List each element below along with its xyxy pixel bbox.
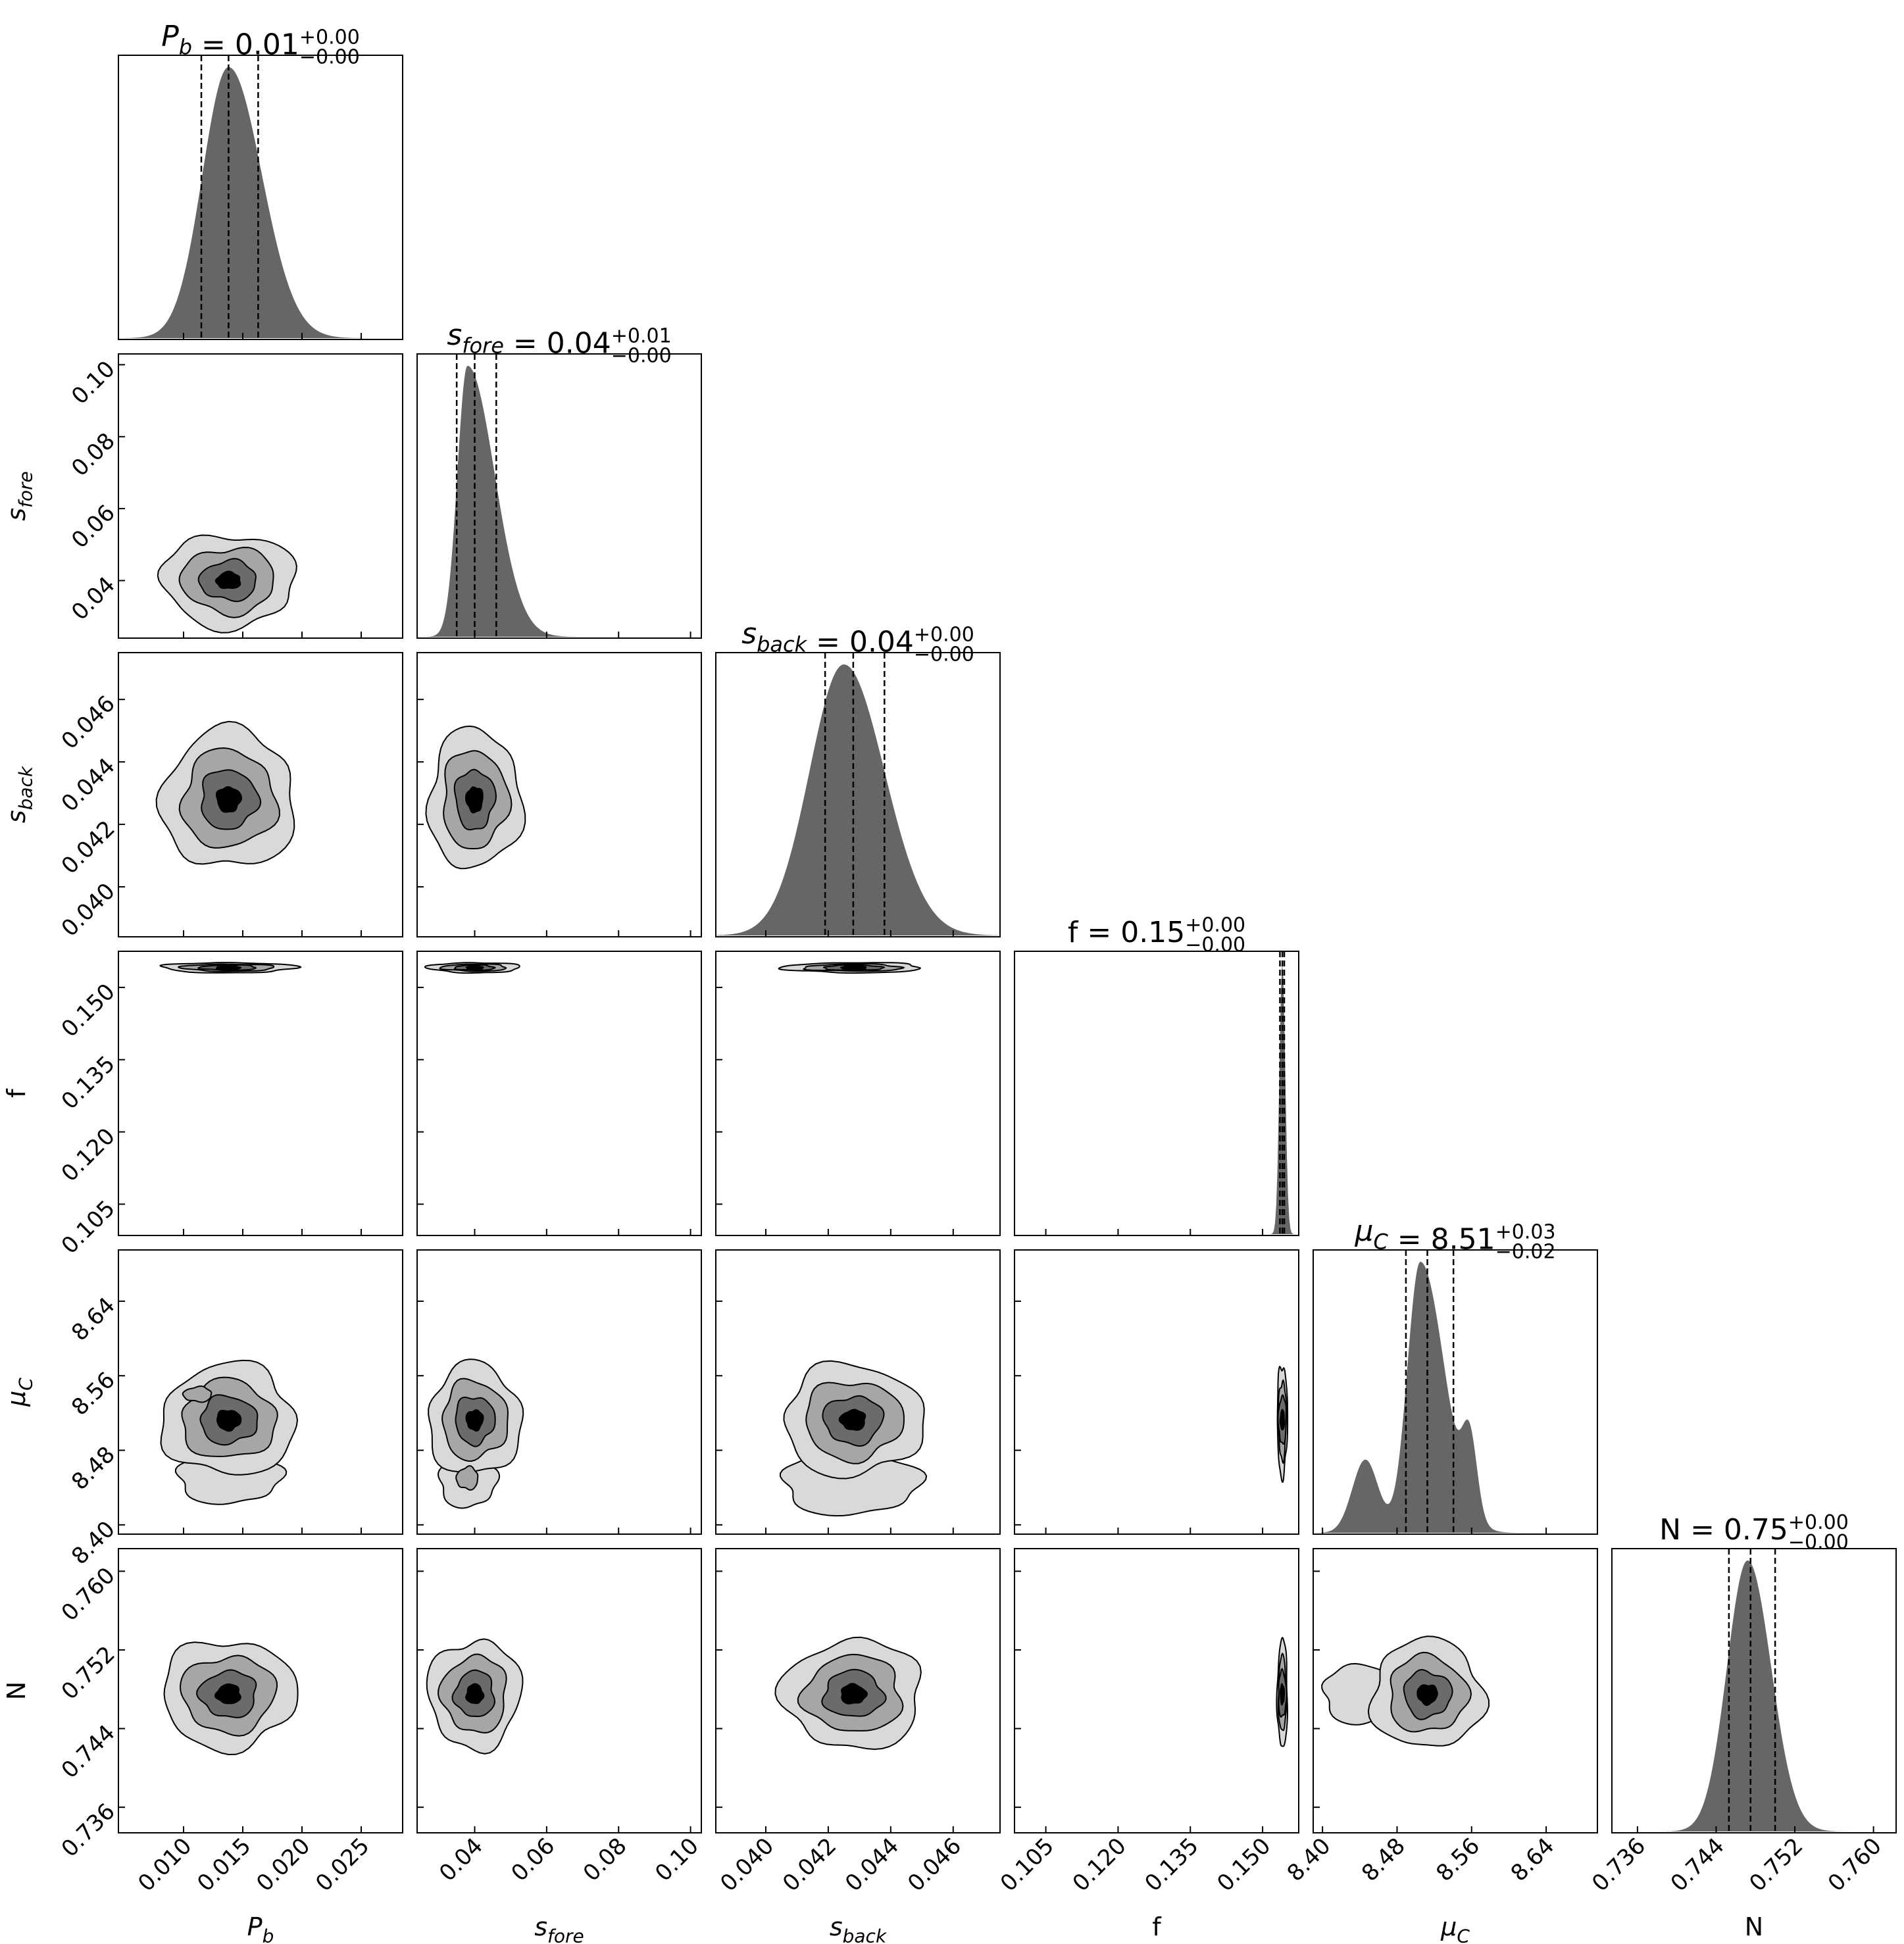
histogram-fill — [118, 67, 403, 338]
contour-muC-vs-Pb — [118, 1249, 403, 1535]
contour-level — [839, 964, 867, 970]
contour-stack — [155, 720, 295, 865]
contour-level — [214, 1683, 241, 1705]
histogram-fill — [417, 366, 701, 637]
contour-level — [182, 1385, 213, 1403]
panel-frame — [1014, 951, 1299, 1236]
contour-level — [215, 964, 242, 970]
contour-muC-vs-sfore — [416, 1249, 702, 1535]
contour-muC-vs-sback — [715, 1249, 1001, 1535]
contour-f-vs-sback — [715, 951, 1001, 1236]
panel-frame — [118, 1548, 403, 1833]
contour-stack — [1276, 1636, 1289, 1747]
histogram-N: N = 0.75+0.00 −0.00 — [1611, 1511, 1897, 1833]
panel-frame — [715, 652, 1001, 937]
panel-frame — [1014, 1249, 1299, 1535]
panel-frame — [416, 652, 702, 937]
contour-level — [465, 1409, 484, 1432]
contour-f-vs-sfore — [416, 951, 702, 1236]
contour-level — [214, 570, 241, 589]
contour-stack — [1276, 1365, 1289, 1483]
x-axis-label-N: N — [1745, 1912, 1763, 1941]
panel-frame — [118, 55, 403, 340]
contour-stack — [426, 1638, 524, 1755]
title-Pb: Pb = 0.01+0.00 −0.00 — [161, 20, 360, 68]
title-sfore: sfore = 0.04+0.01 −0.00 — [447, 318, 671, 367]
contour-level — [838, 1408, 866, 1431]
panel-frame — [416, 1548, 702, 1833]
title-f: f = 0.15+0.00 −0.00 — [1068, 914, 1245, 957]
panel-frame — [1313, 1249, 1598, 1535]
contour-N-vs-f — [1014, 1548, 1299, 1833]
corner-panels: Pb = 0.01+0.00 −0.00 sfore = 0.04+0.01 −0.0… — [2, 20, 1897, 1944]
contour-N-vs-sfore — [416, 1548, 702, 1833]
y-axis-label-sback: sback — [2, 765, 37, 823]
contour-muC-vs-f — [1014, 1249, 1299, 1535]
contour-level — [465, 786, 484, 814]
panel-frame — [1014, 1548, 1299, 1833]
contour-stack — [1321, 1635, 1490, 1747]
contour-stack — [157, 534, 297, 634]
panel-frame — [118, 652, 403, 937]
title-muC: μC = 8.51+0.03 −0.02 — [1354, 1214, 1555, 1263]
histogram-sfore: sfore = 0.04+0.01 −0.00 — [416, 318, 702, 639]
x-axis-label-Pb: Pb — [247, 1912, 274, 1944]
contour-stack — [425, 725, 526, 870]
histogram-fill — [1313, 1262, 1597, 1533]
panel-frame — [118, 951, 403, 1236]
contour-stack — [159, 962, 302, 974]
histogram-fill — [716, 664, 1000, 935]
contour-level — [1279, 1408, 1286, 1431]
panel-frame — [416, 353, 702, 639]
histogram-muC: μC = 8.51+0.03 −0.02 — [1313, 1214, 1598, 1535]
contour-sback-vs-sfore — [416, 652, 702, 937]
contour-f-vs-Pb — [118, 951, 403, 1236]
histogram-fill — [1612, 1560, 1896, 1832]
contour-level — [465, 964, 484, 970]
panel-frame — [118, 1249, 403, 1535]
panel-frame — [1313, 1548, 1598, 1833]
y-axis-label-f: f — [2, 1088, 31, 1098]
contour-level — [841, 1683, 868, 1705]
contour-level — [1280, 1683, 1286, 1706]
contour-stack — [774, 1636, 922, 1751]
contour-N-vs-muC — [1313, 1548, 1598, 1833]
y-axis-label-N: N — [2, 1682, 31, 1700]
contour-level — [216, 1409, 242, 1432]
y-axis-label-sfore: sfore — [2, 471, 37, 521]
contour-stack — [428, 1358, 524, 1509]
panel-frame — [118, 353, 403, 639]
contour-stack — [160, 1359, 299, 1505]
contour-stack — [778, 962, 922, 974]
panel-frame — [715, 1249, 1001, 1535]
contour-stack — [779, 1360, 928, 1517]
y-axis-label-muC: μC — [2, 1378, 37, 1407]
contour-stack — [424, 962, 520, 974]
histogram-sback: sback = 0.04+0.00 −0.00 — [715, 617, 1001, 937]
contour-level — [455, 1465, 479, 1491]
contour-sfore-vs-Pb — [118, 353, 403, 639]
title-N: N = 0.75+0.00 −0.00 — [1659, 1511, 1849, 1554]
panel-frame — [715, 951, 1001, 1236]
panel-frame — [416, 1249, 702, 1535]
contour-level — [215, 786, 243, 813]
contour-N-vs-Pb — [118, 1548, 403, 1833]
contour-sback-vs-Pb — [118, 652, 403, 937]
contour-N-vs-sback — [715, 1548, 1001, 1833]
contour-stack — [163, 1641, 299, 1756]
title-sback: sback = 0.04+0.00 −0.00 — [741, 617, 974, 666]
panel-frame — [1611, 1548, 1897, 1833]
panel-frame — [715, 1548, 1001, 1833]
panel-frame — [416, 951, 702, 1236]
x-axis-label-sback: sback — [830, 1912, 888, 1944]
histogram-f: f = 0.15+0.00 −0.00 — [1014, 914, 1299, 1236]
x-axis-label-f: f — [1152, 1912, 1162, 1941]
contour-level — [465, 1683, 485, 1705]
x-axis-label-sfore: sfore — [534, 1912, 584, 1944]
contour-level — [1416, 1684, 1438, 1706]
histogram-Pb: Pb = 0.01+0.00 −0.00 — [118, 20, 403, 340]
x-axis-label-muC: μC — [1440, 1912, 1470, 1944]
